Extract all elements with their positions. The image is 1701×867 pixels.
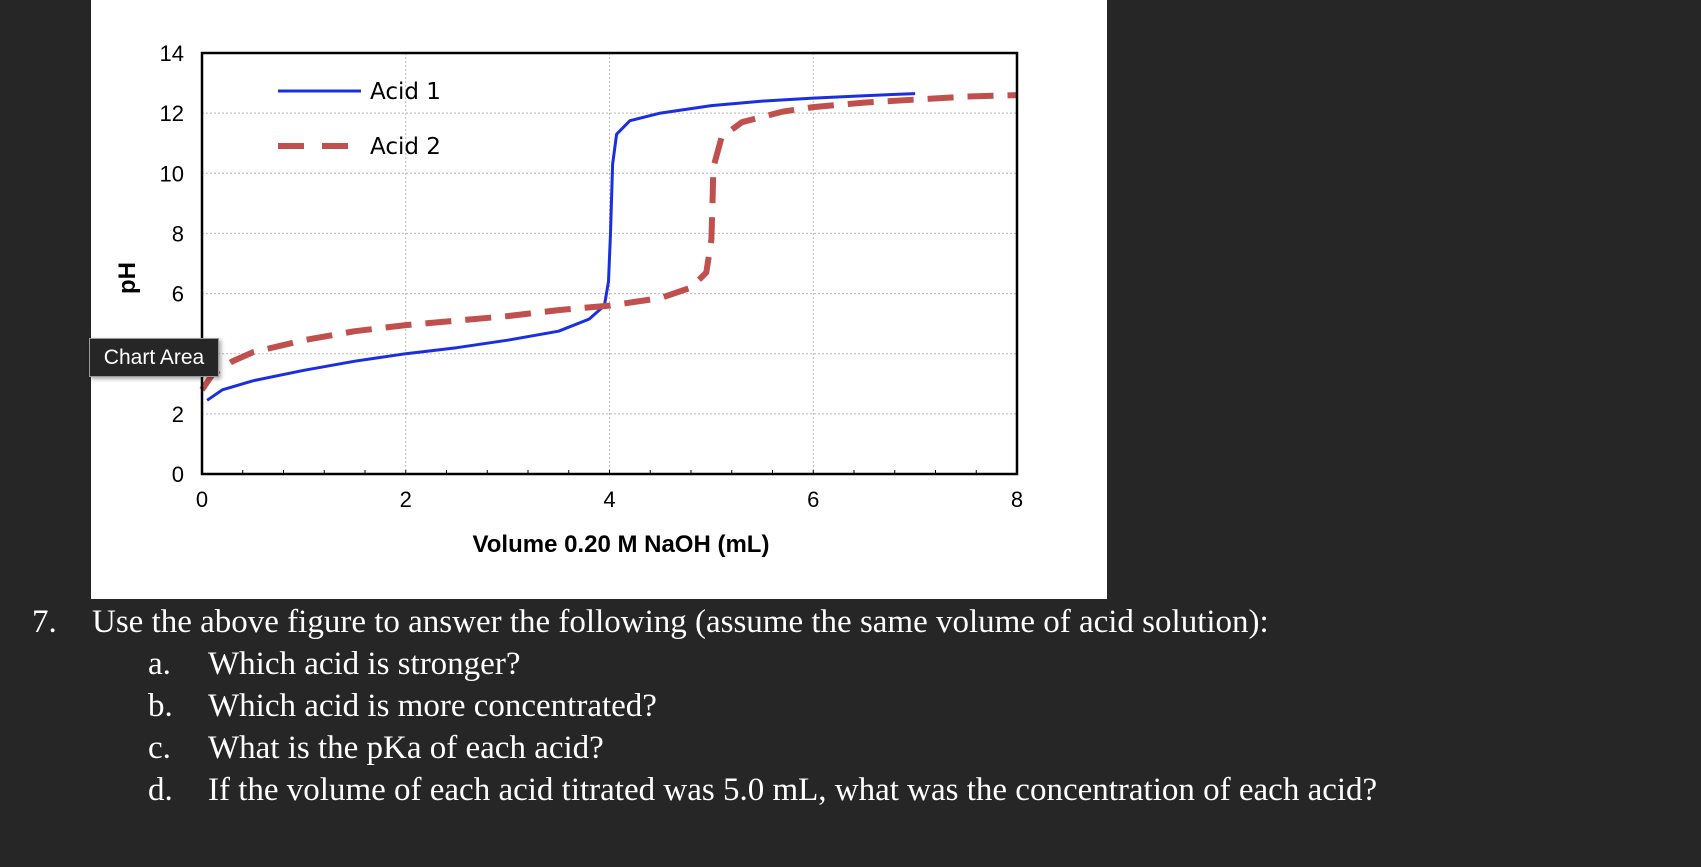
legend: Acid 1 Acid 2 xyxy=(278,79,441,160)
question-item-text: What is the pKa of each acid? xyxy=(208,730,604,766)
legend-label: Acid 2 xyxy=(370,134,441,160)
x-tick-label: 4 xyxy=(603,487,615,512)
x-tick-label: 2 xyxy=(400,487,412,512)
x-tick-label: 8 xyxy=(1011,487,1023,512)
series-line-2 xyxy=(199,92,1018,392)
question-item-text: If the volume of each acid titrated was … xyxy=(208,772,1378,808)
y-tick-label: 10 xyxy=(160,161,184,186)
x-tick-label: 6 xyxy=(807,487,819,512)
y-tick-label: 0 xyxy=(172,462,184,487)
question-item-text: Which acid is stronger? xyxy=(208,646,521,682)
axis-ticks: 0246810121402468 xyxy=(160,41,1024,512)
y-tick-label: 14 xyxy=(160,41,184,66)
question-number: 7. xyxy=(32,604,57,640)
y-axis-label: pH xyxy=(114,262,141,294)
series-line-1 xyxy=(206,92,916,402)
y-tick-label: 8 xyxy=(172,221,184,246)
question-item-letter: a. xyxy=(148,646,171,682)
legend-label: Acid 1 xyxy=(370,79,441,105)
question-item-letter: b. xyxy=(148,688,173,724)
y-tick-label: 2 xyxy=(172,402,184,427)
series-lines xyxy=(199,92,1018,402)
y-tick-label: 12 xyxy=(160,101,184,126)
chart-area-tooltip: Chart Area xyxy=(89,338,219,377)
question-item-text: Which acid is more concentrated? xyxy=(208,688,657,724)
question-item-letter: c. xyxy=(148,730,171,766)
y-tick-label: 6 xyxy=(172,282,184,307)
question-text: Use the above figure to answer the follo… xyxy=(92,604,1269,640)
x-axis-label: Volume 0.20 M NaOH (mL) xyxy=(473,531,770,558)
x-tick-label: 0 xyxy=(196,487,208,512)
question-item-letter: d. xyxy=(148,772,173,808)
